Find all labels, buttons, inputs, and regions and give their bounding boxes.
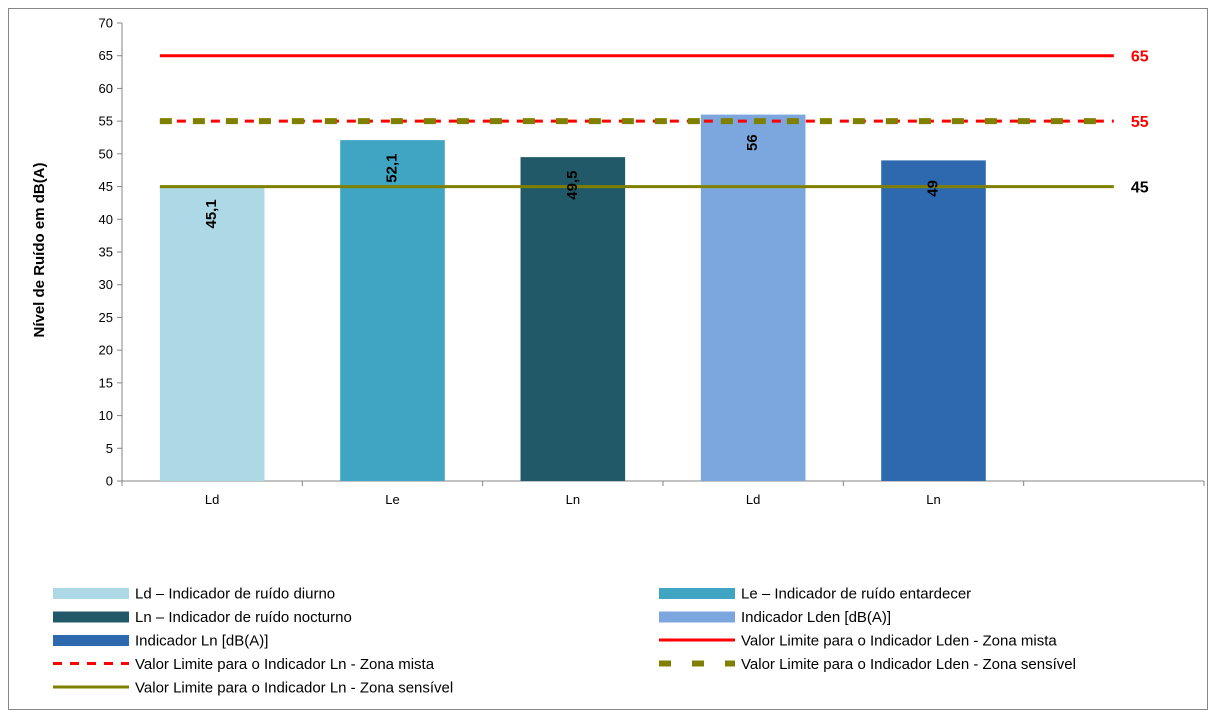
legend-label: Ln – Indicador de ruído nocturno: [135, 609, 352, 626]
legend-label: Valor Limite para o Indicador Ln - Zona …: [135, 680, 453, 697]
y-tick-label: 60: [99, 81, 113, 96]
bar: [881, 160, 986, 481]
x-tick-label: Ld: [205, 492, 219, 507]
y-tick-label: 0: [106, 474, 113, 489]
bar: [159, 185, 265, 481]
bar: [520, 157, 626, 481]
legend-swatch: [53, 588, 129, 599]
axes: 0 5 10 15 20 25 30 35 40 45 50 55 60 65 70 Ld Le Ln Ld Ln: [99, 16, 1205, 507]
y-tick-label: 70: [99, 16, 113, 31]
y-tick-label: 20: [99, 343, 113, 358]
bar-data-label: 45,1: [203, 199, 220, 228]
x-tick-label: Ln: [926, 492, 940, 507]
y-tick-label: 65: [99, 48, 113, 63]
bars: [159, 114, 986, 482]
y-tick-label: 15: [99, 375, 113, 390]
x-tick-label: Ld: [746, 492, 760, 507]
y-tick-label: 50: [99, 146, 113, 161]
legend: Ld – Indicador de ruído diurno Le – Indic…: [53, 586, 1076, 697]
y-tick-label: 55: [99, 114, 113, 129]
legend-label: Ld – Indicador de ruído diurno: [135, 586, 335, 603]
y-tick-label: 10: [99, 408, 113, 423]
y-tick-label: 25: [99, 310, 113, 325]
legend-label: Valor Limite para o Indicador Ln - Zona …: [135, 656, 435, 673]
legend-swatch: [659, 588, 735, 599]
legend-label: Valor Limite para o Indicador Lden - Zon…: [741, 656, 1076, 673]
bar-data-label: 49,5: [564, 171, 581, 200]
reference-line-label: 65: [1131, 49, 1149, 66]
legend-label: Le – Indicador de ruído entardecer: [741, 586, 971, 603]
bar: [340, 140, 445, 482]
legend-label: Indicador Lden [dB(A)]: [741, 609, 891, 626]
reference-line-label: 55: [1131, 114, 1149, 131]
legend-swatch: [53, 611, 129, 623]
legend-label: Indicador Ln [dB(A)]: [135, 633, 268, 650]
reference-line-label: 45: [1131, 180, 1149, 197]
noise-level-chart: Nível de Ruído em dB(A) 0 5 10 15 20 25 30 35 40…: [31, 16, 1205, 697]
y-axis-label: Nível de Ruído em dB(A): [31, 162, 48, 337]
y-tick-label: 35: [99, 245, 113, 260]
bar-data-label: 56: [744, 134, 761, 151]
chart-frame: Nível de Ruído em dB(A) 0 5 10 15 20 25 30 35 40…: [8, 8, 1208, 710]
bar: [700, 114, 806, 481]
x-tick-label: Le: [385, 492, 399, 507]
legend-label: Valor Limite para o Indicador Lden - Zon…: [741, 633, 1057, 650]
x-tick-label: Ln: [566, 492, 580, 507]
y-tick-label: 30: [99, 277, 113, 292]
reference-lines: 65 55 45: [159, 49, 1149, 197]
y-tick-label: 5: [106, 441, 113, 456]
legend-swatch: [659, 611, 735, 623]
y-tick-label: 40: [99, 212, 113, 227]
bar-data-label: 49: [924, 180, 941, 197]
bar-data-label: 52,1: [383, 154, 400, 183]
bar-data-labels: 45,1 52,1 49,5 56 49: [203, 134, 941, 228]
y-tick-label: 45: [99, 179, 113, 194]
legend-swatch: [53, 635, 129, 646]
